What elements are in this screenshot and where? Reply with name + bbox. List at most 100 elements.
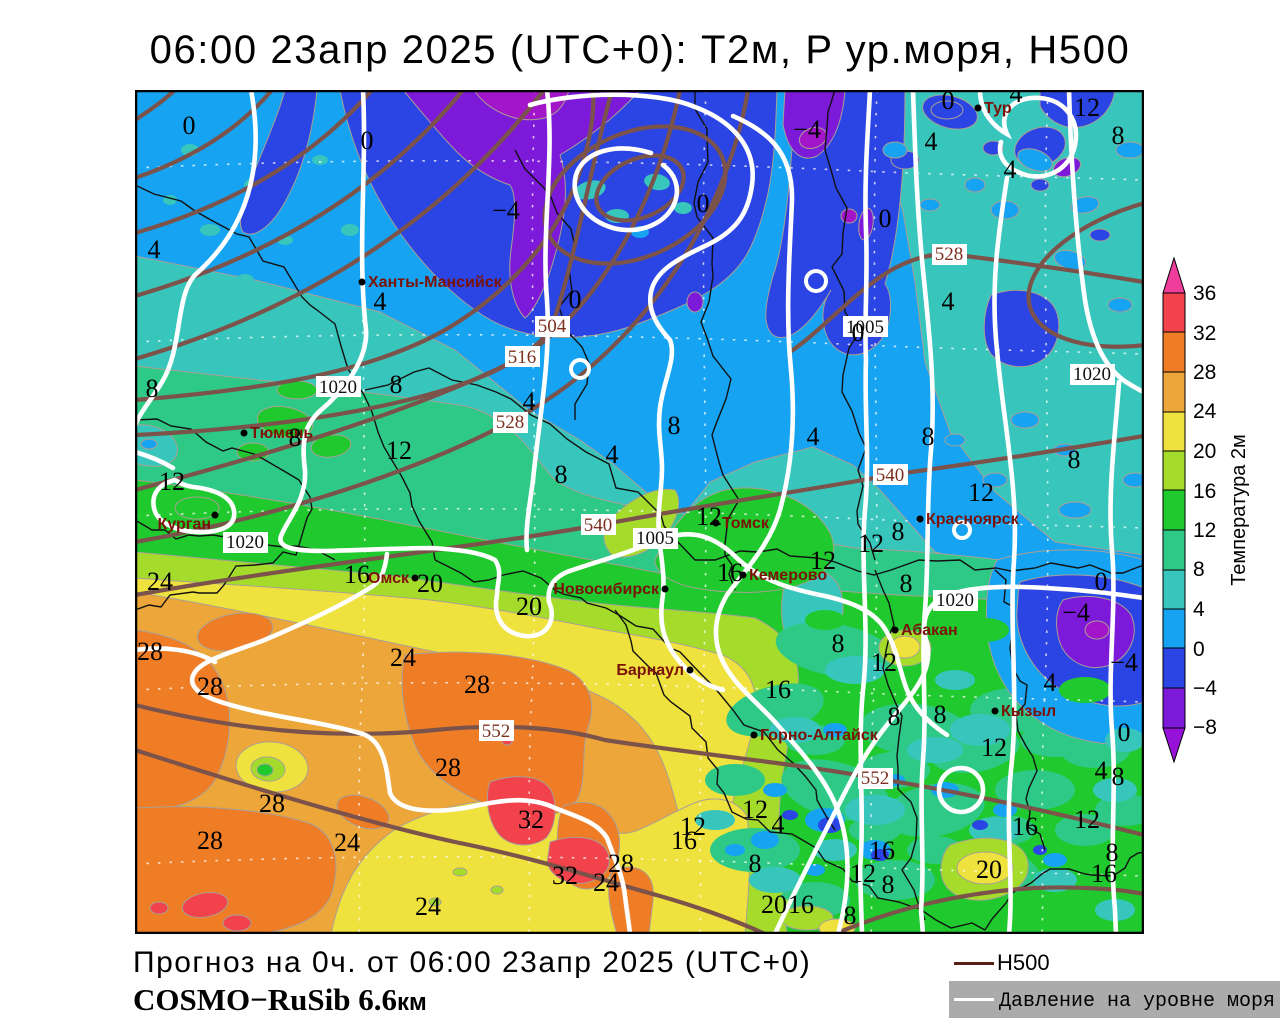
svg-text:24: 24	[415, 892, 441, 921]
svg-text:Новосибирск: Новосибирск	[553, 581, 660, 598]
svg-text:516: 516	[508, 347, 537, 368]
svg-text:Тур: Тур	[984, 100, 1012, 117]
svg-text:28: 28	[197, 672, 223, 701]
svg-text:540: 540	[876, 465, 905, 486]
svg-text:0: 0	[1095, 567, 1108, 596]
svg-text:32: 32	[1193, 322, 1216, 345]
svg-text:16: 16	[717, 558, 743, 587]
svg-text:12: 12	[850, 859, 876, 888]
svg-text:8: 8	[1068, 445, 1081, 474]
svg-text:−4: −4	[793, 115, 821, 144]
svg-text:540: 540	[584, 515, 613, 536]
svg-text:−8: −8	[1193, 716, 1217, 739]
svg-text:24: 24	[390, 643, 416, 672]
svg-text:1020: 1020	[936, 590, 974, 611]
svg-text:8: 8	[900, 569, 913, 598]
svg-text:1020: 1020	[226, 532, 264, 553]
svg-text:Омск: Омск	[368, 570, 410, 587]
svg-text:4: 4	[1193, 598, 1205, 621]
svg-text:8: 8	[390, 370, 403, 399]
svg-text:16: 16	[788, 890, 814, 919]
svg-text:8: 8	[1193, 558, 1205, 581]
svg-text:8: 8	[555, 460, 568, 489]
svg-text:Кемерово: Кемерово	[749, 567, 827, 584]
svg-text:0: 0	[879, 204, 892, 233]
svg-text:Красноярск: Красноярск	[926, 511, 1020, 528]
svg-text:8: 8	[749, 849, 762, 878]
svg-text:504: 504	[538, 316, 567, 337]
svg-text:8: 8	[922, 422, 935, 451]
svg-text:8: 8	[1112, 762, 1125, 791]
svg-text:Томск: Томск	[722, 515, 770, 532]
svg-text:12: 12	[968, 478, 994, 507]
svg-text:0: 0	[183, 111, 196, 140]
svg-text:16: 16	[344, 560, 370, 589]
svg-text:12: 12	[1074, 93, 1100, 122]
svg-text:28: 28	[197, 826, 223, 855]
svg-text:Абакан: Абакан	[901, 622, 958, 639]
svg-text:8: 8	[1112, 121, 1125, 150]
svg-text:0: 0	[1193, 638, 1205, 661]
svg-text:8: 8	[844, 901, 857, 930]
svg-text:8: 8	[1106, 838, 1119, 867]
svg-text:16: 16	[869, 836, 895, 865]
svg-text:0: 0	[942, 90, 955, 115]
svg-text:12: 12	[981, 733, 1007, 762]
svg-text:16: 16	[1091, 859, 1117, 888]
svg-text:Горно-Алтайск: Горно-Алтайск	[760, 727, 879, 744]
svg-text:24: 24	[147, 567, 173, 596]
svg-text:12: 12	[1074, 805, 1100, 834]
svg-text:Тюмень: Тюмень	[250, 425, 313, 442]
svg-text:24: 24	[334, 828, 360, 857]
svg-text:0: 0	[697, 189, 710, 218]
svg-text:1020: 1020	[319, 377, 357, 398]
svg-text:8: 8	[832, 629, 845, 658]
svg-text:4: 4	[523, 387, 536, 416]
svg-text:12: 12	[696, 502, 722, 531]
svg-text:28: 28	[137, 637, 163, 666]
svg-text:12: 12	[742, 795, 768, 824]
svg-text:20: 20	[761, 890, 787, 919]
svg-text:1005: 1005	[846, 317, 884, 338]
svg-text:4: 4	[374, 287, 387, 316]
svg-text:12: 12	[386, 436, 412, 465]
svg-text:4: 4	[606, 440, 619, 469]
svg-text:0: 0	[852, 318, 865, 347]
svg-text:8: 8	[146, 374, 159, 403]
svg-text:8: 8	[289, 423, 302, 452]
svg-text:Температура 2м: Температура 2м	[1228, 434, 1250, 586]
svg-text:528: 528	[496, 412, 525, 433]
svg-text:8: 8	[934, 700, 947, 729]
svg-text:1020: 1020	[1073, 364, 1111, 385]
svg-text:24: 24	[1193, 400, 1217, 423]
svg-text:28: 28	[1193, 361, 1216, 384]
svg-text:20: 20	[1193, 440, 1216, 463]
svg-text:1005: 1005	[636, 528, 674, 549]
svg-text:28: 28	[259, 789, 285, 818]
svg-text:4: 4	[807, 422, 820, 451]
svg-text:−4: −4	[1193, 677, 1217, 700]
svg-text:8: 8	[888, 702, 901, 731]
svg-text:12: 12	[680, 812, 706, 841]
svg-text:Ханты-Мансийск: Ханты-Мансийск	[368, 274, 503, 291]
svg-text:20: 20	[516, 592, 542, 621]
svg-text:0: 0	[569, 285, 582, 314]
svg-text:16: 16	[1193, 480, 1216, 503]
svg-text:Барнаул: Барнаул	[616, 662, 684, 679]
svg-text:552: 552	[482, 721, 511, 742]
svg-text:12: 12	[159, 467, 185, 496]
svg-text:8: 8	[892, 517, 905, 546]
svg-text:Курган: Курган	[158, 516, 211, 533]
svg-text:28: 28	[464, 670, 490, 699]
svg-text:8: 8	[882, 870, 895, 899]
svg-text:4: 4	[1010, 90, 1023, 108]
svg-text:4: 4	[1044, 668, 1057, 697]
svg-text:552: 552	[861, 768, 890, 789]
svg-text:4: 4	[772, 810, 785, 839]
svg-text:20: 20	[417, 569, 443, 598]
svg-text:20: 20	[976, 855, 1002, 884]
svg-text:−4: −4	[1110, 648, 1138, 677]
svg-text:36: 36	[1193, 282, 1216, 305]
svg-text:12: 12	[1193, 519, 1216, 542]
svg-text:4: 4	[1095, 756, 1108, 785]
